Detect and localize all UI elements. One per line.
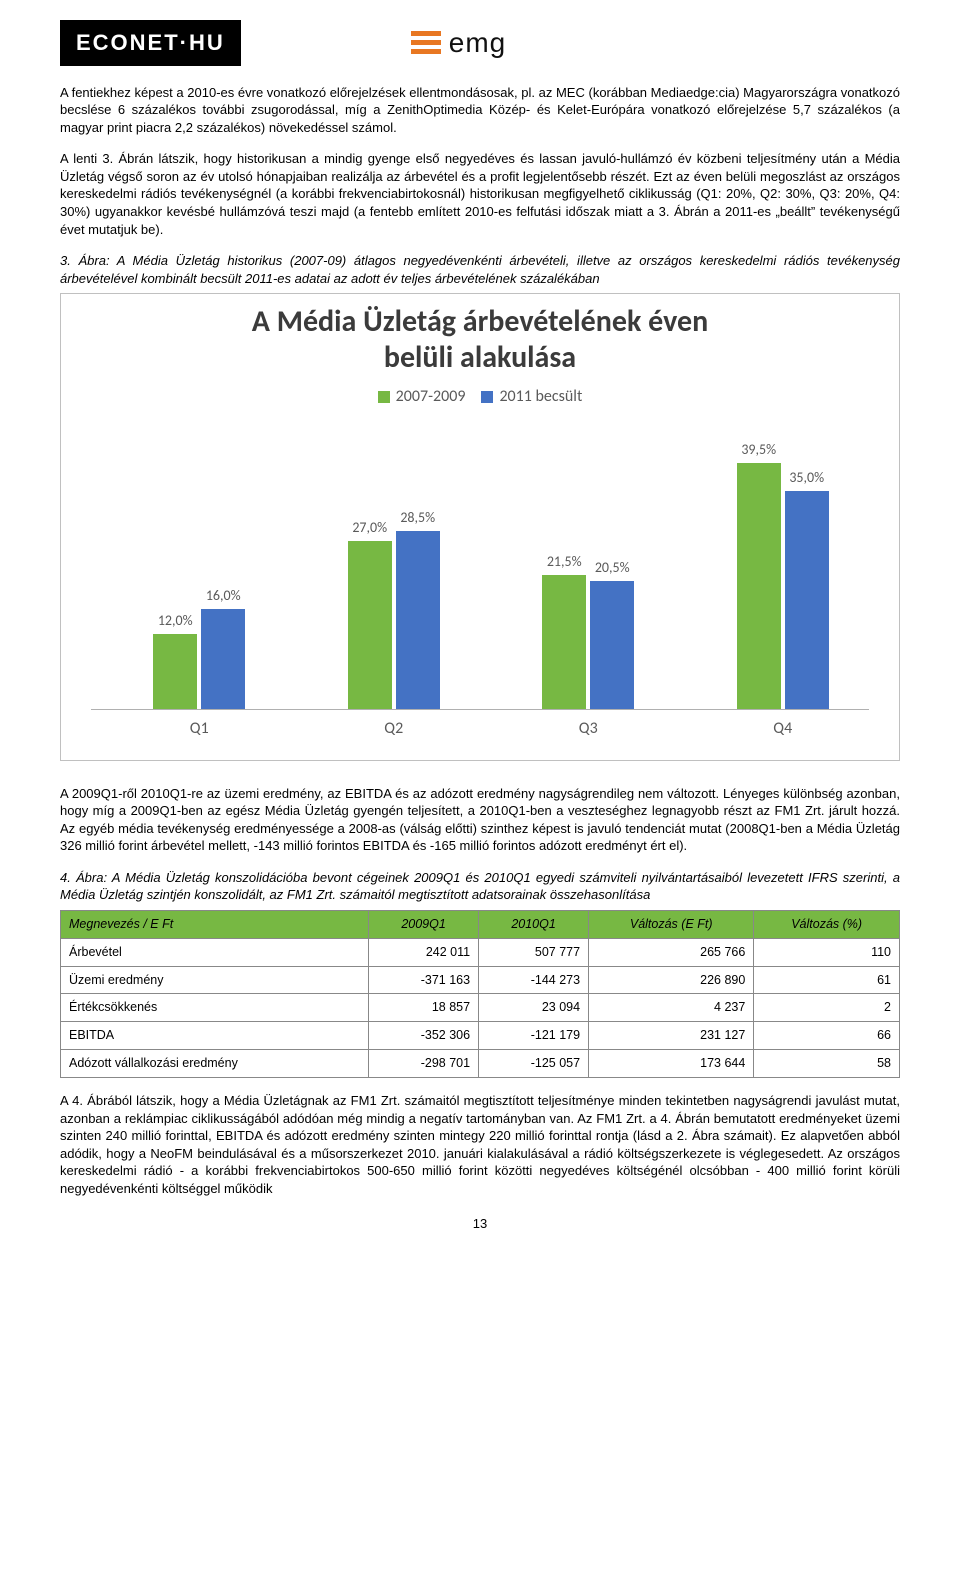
table-row: Értékcsökkenés18 85723 0944 2372 [61,994,900,1022]
chart-bar: 12,0% [153,634,197,709]
table-value-cell: 4 237 [589,994,754,1022]
table-row: Árbevétel242 011507 777265 766110 [61,938,900,966]
chart-title-line1: A Média Üzletág árbevételének éven [252,303,708,340]
paragraph-4: A 4. Ábrából látszik, hogy a Média Üzlet… [60,1092,900,1197]
financial-table: Megnevezés / E Ft2009Q12010Q1Változás (E… [60,910,900,1078]
table-value-cell: -125 057 [479,1050,589,1078]
table-row: EBITDA-352 306-121 179231 12766 [61,1022,900,1050]
page-number: 13 [60,1215,900,1233]
table-value-cell: 265 766 [589,938,754,966]
table-header-cell: Változás (E Ft) [589,910,754,938]
x-axis-label: Q2 [384,718,403,740]
bar-value-label: 35,0% [789,469,824,488]
table-value-cell: 61 [754,966,900,994]
bar-group: 21,5%20,5% [542,575,634,709]
bar-value-label: 12,0% [158,612,193,631]
table-row: Üzemi eredmény-371 163-144 273226 89061 [61,966,900,994]
table-row: Adózott vállalkozási eredmény-298 701-12… [61,1050,900,1078]
bar-value-label: 39,5% [741,441,776,460]
table-header-cell: Változás (%) [754,910,900,938]
table-value-cell: 66 [754,1022,900,1050]
chart-bar: 28,5% [396,531,440,708]
table-label-cell: Adózott vállalkozási eredmény [61,1050,369,1078]
figure3-caption: 3. Ábra: A Média Üzletág historikus (200… [60,252,900,287]
x-axis-label: Q4 [773,718,792,740]
table-value-cell: -352 306 [369,1022,479,1050]
chart-plot-area: 12,0%16,0%27,0%28,5%21,5%20,5%39,5%35,0% [91,430,869,710]
table-value-cell: -371 163 [369,966,479,994]
table-value-cell: 507 777 [479,938,589,966]
table-value-cell: 58 [754,1050,900,1078]
figure4-caption: 4. Ábra: A Média Üzletág konszolidációba… [60,869,900,904]
table-value-cell: -121 179 [479,1022,589,1050]
chart-bar: 27,0% [348,541,392,709]
table-label-cell: EBITDA [61,1022,369,1050]
legend-swatch-icon [481,391,493,403]
bar-value-label: 21,5% [547,553,582,572]
bar-value-label: 16,0% [206,587,241,606]
legend-label: 2011 becsült [499,386,582,408]
table-value-cell: 23 094 [479,994,589,1022]
table-header-cell: 2010Q1 [479,910,589,938]
bar-group: 12,0%16,0% [153,609,245,709]
chart-title-line2: belüli alakulása [384,339,576,376]
bar-value-label: 27,0% [352,519,387,538]
emg-bars-icon [411,31,441,54]
table-label-cell: Értékcsökkenés [61,994,369,1022]
bar-value-label: 28,5% [400,509,435,528]
paragraph-3: A 2009Q1-ről 2010Q1-re az üzemi eredmény… [60,785,900,855]
bar-group: 27,0%28,5% [348,531,440,708]
paragraph-1: A fentiekhez képest a 2010-es évre vonat… [60,84,900,137]
table-header-cell: 2009Q1 [369,910,479,938]
chart-legend: 2007-2009 2011 becsült [71,386,889,409]
bar-group: 39,5%35,0% [737,463,829,709]
x-axis-label: Q3 [579,718,598,740]
table-value-cell: 2 [754,994,900,1022]
legend-item: 2011 becsült [481,386,582,408]
table-value-cell: 231 127 [589,1022,754,1050]
legend-label: 2007-2009 [396,386,466,408]
emg-logo-text: emg [449,24,506,62]
header-logos: ECONET·HU emg [60,20,900,66]
table-value-cell: 242 011 [369,938,479,966]
chart-bar: 20,5% [590,581,634,709]
chart-x-axis: Q1 Q2 Q3 Q4 [91,718,869,740]
econet-logo: ECONET·HU [60,20,241,66]
table-value-cell: -144 273 [479,966,589,994]
chart-bar: 21,5% [542,575,586,709]
table-header-cell: Megnevezés / E Ft [61,910,369,938]
table-value-cell: 18 857 [369,994,479,1022]
table-value-cell: 226 890 [589,966,754,994]
table-value-cell: 173 644 [589,1050,754,1078]
chart-title: A Média Üzletág árbevételének éven belül… [71,304,889,376]
emg-logo: emg [411,24,506,62]
x-axis-label: Q1 [190,718,209,740]
chart-bar: 16,0% [201,609,245,709]
legend-item: 2007-2009 [378,386,466,408]
table-value-cell: -298 701 [369,1050,479,1078]
chart-container: A Média Üzletág árbevételének éven belül… [60,293,900,760]
chart-bar: 35,0% [785,491,829,709]
table-label-cell: Üzemi eredmény [61,966,369,994]
table-label-cell: Árbevétel [61,938,369,966]
chart-bar: 39,5% [737,463,781,709]
paragraph-2: A lenti 3. Ábrán látszik, hogy historiku… [60,150,900,238]
table-value-cell: 110 [754,938,900,966]
legend-swatch-icon [378,391,390,403]
bar-value-label: 20,5% [595,559,630,578]
